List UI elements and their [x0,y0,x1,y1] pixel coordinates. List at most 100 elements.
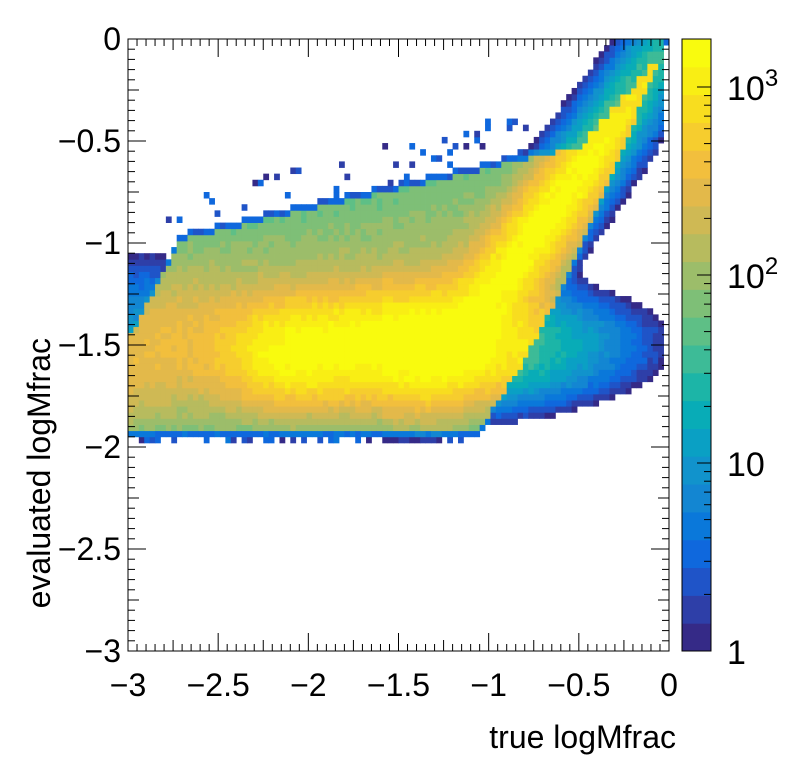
heatmap-cell [203,271,210,279]
heatmap-cell [403,363,410,370]
heatmap-cell [214,302,221,309]
heatmap-cell [198,283,205,291]
heatmap-cell [371,393,378,401]
heatmap-cell [192,369,199,376]
heatmap-cell [458,375,464,383]
heatmap-cell [230,424,237,432]
heatmap-cell [317,400,324,407]
heatmap-cell [366,192,372,199]
heatmap-cell [631,173,637,181]
colorbar-segment [682,623,711,652]
heatmap-cell [658,326,664,334]
heatmap-cell [387,234,394,242]
heatmap-cell [333,314,340,321]
heatmap-cell [382,277,389,285]
heatmap-cell [338,357,345,364]
heatmap-cell [376,210,383,217]
heatmap-cell [512,314,518,321]
heatmap-cell [284,247,291,254]
heatmap-cell [387,400,394,407]
heatmap-cell [436,430,443,438]
heatmap-cell [209,418,215,425]
heatmap-cell [198,234,205,242]
heatmap-cell [171,308,178,315]
heatmap-cell [430,412,437,419]
heatmap-cell [587,149,594,156]
heatmap-cell [295,351,302,358]
heatmap-cell [301,320,307,328]
heatmap-cell [560,216,567,223]
heatmap-cell [458,192,464,199]
heatmap-cell [382,143,389,150]
heatmap-cell [609,204,616,211]
heatmap-cell [528,228,535,236]
heatmap-cell [420,204,426,211]
heatmap-cell [203,192,210,199]
heatmap-cell [533,314,540,321]
heatmap-cell [268,253,275,260]
heatmap-cell [203,363,210,370]
heatmap-cell [138,271,145,279]
heatmap-cell [495,345,502,352]
heatmap-cell [155,277,161,285]
heatmap-cell [441,302,448,309]
heatmap-cell [398,247,405,254]
heatmap-cell [371,185,378,193]
heatmap-cell [463,418,470,425]
heatmap-cell [241,283,248,291]
heatmap-cell [182,363,188,370]
heatmap-cell [138,375,145,383]
heatmap-cell [333,302,340,309]
heatmap-cell [522,283,529,291]
heatmap-cell [344,173,351,181]
heatmap-cell [360,424,367,432]
heatmap-cell [452,387,459,395]
heatmap-cell [641,39,648,46]
heatmap-cell [317,253,324,260]
heatmap-cell [209,259,215,266]
colorbar-segment [682,456,711,485]
heatmap-cell [436,436,443,444]
heatmap-cell [566,314,573,321]
heatmap-cell [317,216,324,223]
heatmap-cell [295,387,302,395]
heatmap-cell [571,210,578,217]
heatmap-cell [284,418,291,425]
heatmap-cell [517,296,524,303]
heatmap-cell [647,75,654,83]
heatmap-cell [230,357,237,364]
heatmap-cell [560,369,567,376]
heatmap-cell [609,387,616,395]
heatmap-cell [549,167,556,175]
heatmap-cell [609,45,616,52]
heatmap-cell [425,271,432,279]
heatmap-cell [582,149,589,156]
y-tick-label: 0 [103,21,121,57]
heatmap-cell [425,369,432,376]
heatmap-cell [598,357,605,364]
heatmap-cell [631,75,637,83]
heatmap-cell [306,430,313,438]
heatmap-cell [609,185,616,193]
heatmap-cell [544,412,551,419]
heatmap-cell [414,357,421,364]
heatmap-cell [620,69,627,77]
heatmap-cell [522,363,529,370]
heatmap-cell [290,296,297,303]
heatmap-cell [366,222,372,230]
heatmap-cell [322,271,329,279]
heatmap-cell [133,351,140,358]
heatmap-cell [425,192,432,199]
heatmap-cell [528,308,535,315]
heatmap-cell [138,363,145,370]
heatmap-cell [549,375,556,383]
heatmap-cell [560,167,567,175]
heatmap-cell [641,94,648,101]
heatmap-cell [230,228,237,236]
heatmap-cell [274,400,280,407]
heatmap-cell [409,430,416,438]
heatmap-cell [268,210,275,217]
heatmap-cell [555,296,562,303]
heatmap-cell [398,216,405,223]
heatmap-cell [403,314,410,321]
